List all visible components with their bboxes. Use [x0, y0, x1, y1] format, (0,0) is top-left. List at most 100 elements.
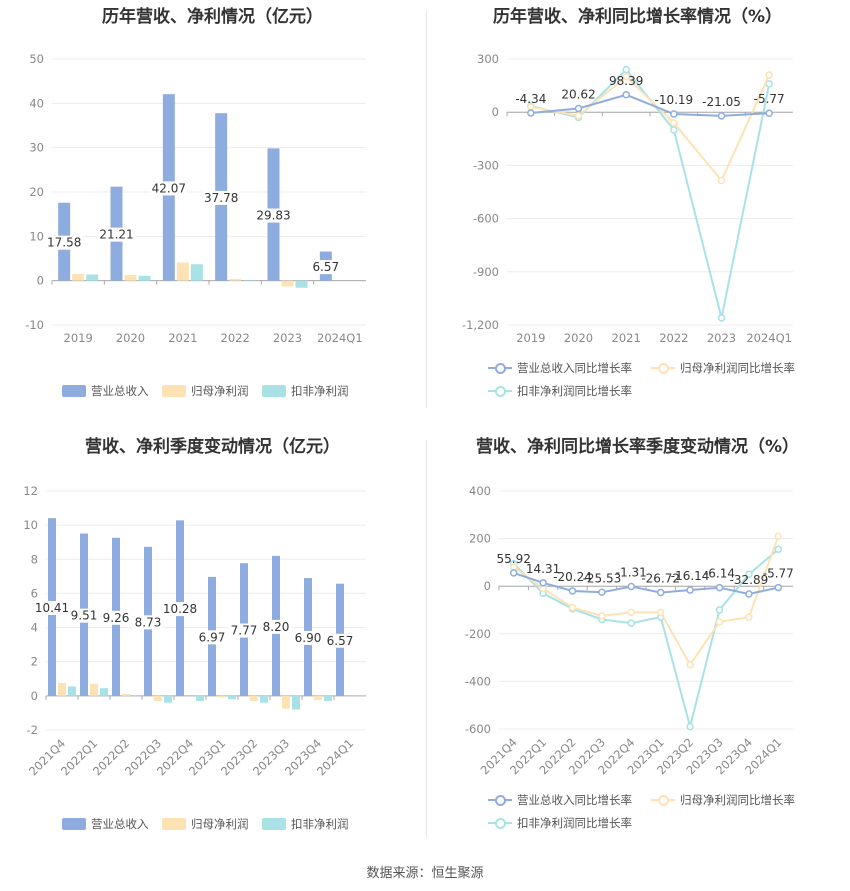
legend-deducted-profit[interactable]: 扣非净利润 — [262, 816, 349, 832]
bar-deducted-profit — [100, 688, 108, 696]
legend-label: 营业总收入同比增长率 — [517, 793, 632, 807]
data-label-bg — [33, 601, 71, 616]
y-tick-label: 30 — [29, 141, 44, 155]
data-label: 6.57 — [327, 634, 354, 648]
series-point — [765, 109, 773, 117]
data-label-bg — [310, 260, 342, 275]
quarterly-growth-chart: 营收、净利同比增长率季度变动情况（%） -600 -400 -200 0 200 400 2… — [425, 430, 850, 860]
quarterly-bar-svg: -20246810122021Q42022Q12022Q22022Q32022Q… — [23, 484, 366, 778]
series-point — [670, 126, 678, 134]
series-point — [627, 582, 636, 591]
legend-deducted-growth[interactable]: 扣非净利润同比增长率 — [488, 383, 632, 399]
legend-label: 归母净利润 — [191, 817, 249, 831]
series-point — [527, 109, 535, 117]
bar-deducted-profit — [228, 695, 236, 700]
legend-net-profit[interactable]: 归母净利润 — [162, 816, 249, 832]
bar-net-profit — [72, 274, 85, 281]
data-label: 6.90 — [295, 631, 322, 645]
y-tick-label: 200 — [469, 532, 491, 546]
series-point — [774, 545, 783, 554]
legend-swatch — [262, 818, 286, 830]
series-point — [765, 71, 773, 79]
series-point — [622, 72, 630, 81]
data-label-bg — [149, 181, 188, 196]
bar-net-profit — [90, 683, 98, 696]
data-label-bg — [68, 608, 100, 623]
legend-label: 扣非净利润 — [291, 384, 349, 398]
legend-label: 扣非净利润同比增长率 — [517, 384, 632, 398]
legend-label: 扣非净利润 — [291, 817, 349, 831]
bar-deducted-profit — [356, 695, 364, 696]
vertical-divider-bottom — [426, 440, 427, 838]
series-point — [686, 586, 694, 594]
bar-deducted-profit — [68, 686, 76, 696]
series-point — [598, 588, 606, 597]
data-label: 20.62 — [561, 88, 595, 102]
data-label: 14.31 — [526, 562, 560, 576]
data-label: -32.89 — [730, 573, 769, 587]
quarterly-line-svg: -600-400-20002004002021Q42022Q12022Q2202… — [465, 484, 794, 777]
legend-swatch — [651, 362, 675, 374]
legend-net-growth[interactable]: 归母净利润同比增长率 — [651, 792, 795, 808]
legend-label: 营业总收入 — [91, 384, 149, 398]
y-tick-label: 2 — [31, 655, 38, 669]
x-tick-label: 2021 — [612, 331, 641, 345]
data-label-bg — [254, 208, 293, 223]
y-tick-label: 4 — [31, 621, 38, 635]
legend-deducted-profit[interactable]: 扣非净利润 — [262, 383, 349, 399]
series-point — [686, 660, 694, 669]
data-label: -6.14 — [704, 567, 735, 581]
legend-revenue-growth[interactable]: 营业总收入同比增长率 — [488, 360, 632, 376]
bar-deducted-profit — [260, 695, 268, 703]
y-tick-label: 300 — [477, 52, 499, 66]
legend-revenue-growth[interactable]: 营业总收入同比增长率 — [488, 792, 632, 808]
y-tick-label: 0 — [484, 579, 491, 593]
bar-net-profit — [176, 262, 189, 281]
x-tick-label: 2024Q1 — [317, 331, 363, 345]
legend-revenue[interactable]: 营业总收入 — [62, 816, 149, 832]
bar-deducted-profit — [190, 264, 203, 281]
legend-net-profit[interactable]: 归母净利润 — [162, 383, 249, 399]
data-label: 7.77 — [231, 624, 258, 638]
series-point — [574, 104, 583, 113]
legend-deducted-growth[interactable]: 扣非净利润同比增长率 — [488, 815, 632, 831]
legend-swatch — [488, 794, 512, 806]
bar-net-profit — [122, 694, 130, 696]
series-point — [686, 722, 694, 731]
bar-deducted-profit — [196, 695, 204, 701]
bar-deducted-profit — [324, 695, 332, 701]
data-label: -16.14 — [671, 569, 710, 583]
y-tick-label: 10 — [23, 518, 38, 532]
legend-net-growth[interactable]: 归母净利润同比增长率 — [651, 360, 795, 376]
data-label: 10.41 — [35, 601, 69, 615]
series-point — [598, 612, 606, 620]
bar-deducted-profit — [164, 695, 172, 703]
vertical-divider-top — [426, 10, 427, 408]
series-point — [670, 119, 678, 127]
y-tick-label: 40 — [29, 96, 44, 110]
data-label: 98.39 — [609, 74, 643, 88]
series-point — [509, 569, 518, 577]
legend-revenue[interactable]: 营业总收入 — [62, 383, 149, 399]
x-tick-label: 2020 — [564, 331, 593, 345]
series-point — [622, 65, 630, 74]
bar-deducted-profit — [132, 695, 140, 696]
bar-net-profit — [281, 280, 294, 287]
annual-bar-svg: -10 0 10 20 30 40 50 2019 2020 2021 2022 2023 2024Q1… — [25, 52, 366, 345]
series-line — [513, 535, 780, 667]
legend-swatch — [62, 818, 86, 830]
y-tick-label: -300 — [473, 158, 499, 172]
series-point — [774, 583, 783, 592]
y-tick-label: 0 — [492, 105, 499, 119]
data-label: 9.26 — [103, 611, 130, 625]
bar-deducted-profit — [86, 274, 99, 281]
annual-growth-chart: 历年营收、净利同比增长率情况（%） -1,200 -900 -600 -300 0 300… — [425, 0, 850, 430]
series-point — [627, 608, 636, 617]
legend-swatch — [62, 385, 86, 397]
data-label: 8.73 — [135, 615, 162, 629]
legend-label: 归母净利润 — [191, 384, 249, 398]
legend-swatch — [488, 817, 512, 829]
legend-swatch — [162, 385, 186, 397]
y-tick-label: -2 — [27, 723, 38, 737]
y-tick-label: 20 — [29, 185, 44, 199]
